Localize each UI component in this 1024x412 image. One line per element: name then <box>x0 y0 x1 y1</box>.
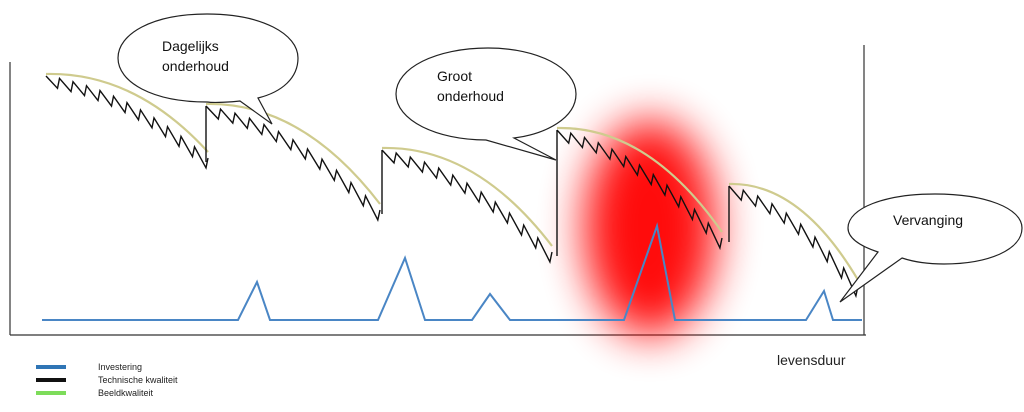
callout-daily-text: Dagelijks onderhoud <box>162 36 229 76</box>
technical-quality-segment <box>381 149 553 264</box>
visual-quality-segment <box>728 182 859 281</box>
legend-item-investment: Investering <box>36 360 178 373</box>
technical-quality-segment <box>556 129 723 251</box>
legend-item-visual: Beeldkwaliteit <box>36 386 178 399</box>
callout-major-text: Groot onderhoud <box>437 66 504 106</box>
legend-item-technical: Technische kwaliteit <box>36 373 178 386</box>
legend: Investering Technische kwaliteit Beeldkw… <box>36 360 178 399</box>
callout-daily-line2: onderhoud <box>162 58 229 74</box>
technical-quality-segment <box>205 105 381 222</box>
highlight-glow <box>584 120 716 336</box>
callout-daily-line1: Dagelijks <box>162 38 219 54</box>
legend-swatch-investment <box>36 364 66 369</box>
chart-frame <box>9 45 866 336</box>
callout-daily-maintenance <box>117 13 299 125</box>
callout-replacement-line1: Vervanging <box>893 212 964 228</box>
callout-replacement-text: Vervanging <box>893 210 963 230</box>
technical-quality-segment <box>728 185 859 299</box>
callout-replacement <box>839 193 1023 303</box>
legend-swatch-technical <box>36 377 66 382</box>
investment-line <box>42 222 862 321</box>
callout-major-line2: onderhoud <box>437 88 504 104</box>
technical-quality-curves <box>45 75 859 299</box>
callout-major-maintenance <box>395 47 577 161</box>
legend-label-visual: Beeldkwaliteit <box>98 387 154 398</box>
visual-quality-segment <box>45 72 209 153</box>
visual-quality-curves <box>45 72 859 281</box>
legend-label-technical: Technische kwaliteit <box>98 374 178 385</box>
x-axis-label: levensduur <box>777 352 846 368</box>
visual-quality-segment <box>556 126 723 233</box>
legend-label-investment: Investering <box>98 361 143 372</box>
legend-swatch-visual <box>36 390 66 395</box>
visual-quality-segment <box>205 102 381 205</box>
callout-major-line1: Groot <box>437 68 473 84</box>
technical-quality-segment <box>45 75 209 170</box>
visual-quality-segment <box>381 146 553 247</box>
